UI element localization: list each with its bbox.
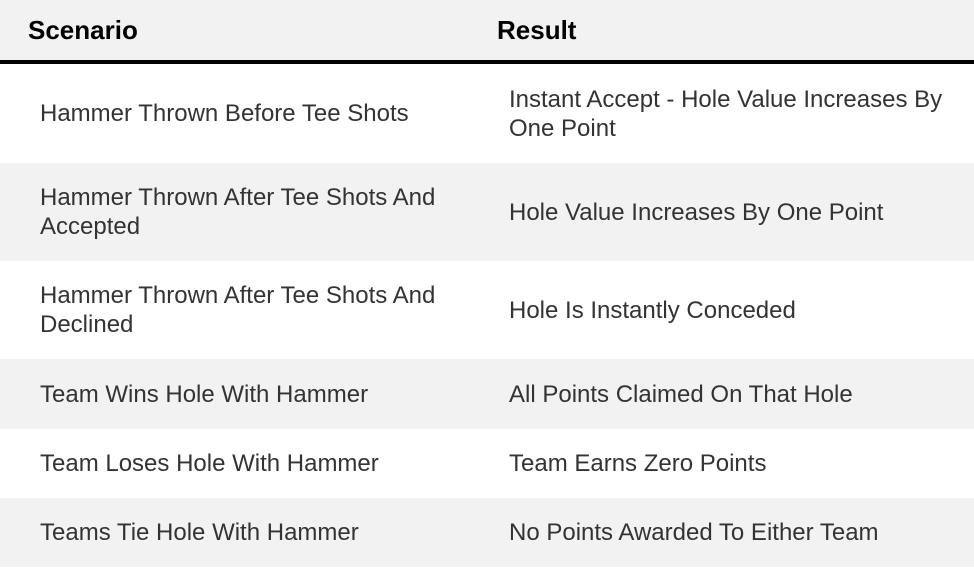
scenario-cell: Hammer Thrown Before Tee Shots <box>40 100 409 127</box>
result-cell: All Points Claimed On That Hole <box>509 380 853 408</box>
table-row: Hammer Thrown After Tee Shots And Declin… <box>0 261 974 359</box>
header-scenario: Scenario <box>28 15 138 45</box>
header-result: Result <box>497 15 577 45</box>
table-row: Team Wins Hole With Hammer All Points Cl… <box>0 359 974 429</box>
table-row: Teams Tie Hole With Hammer No Points Awa… <box>0 498 974 567</box>
result-cell: No Points Awarded To Either Team <box>509 519 879 546</box>
scenario-cell: Teams Tie Hole With Hammer <box>40 519 359 546</box>
table-row: Hammer Thrown Before Tee Shots Instant A… <box>0 64 974 163</box>
scenario-cell: Team Loses Hole With Hammer <box>40 450 379 477</box>
table-header: Scenario Result <box>0 0 974 64</box>
scenario-cell: Hammer Thrown After Tee Shots And Accept… <box>40 184 436 240</box>
scenario-cell: Team Wins Hole With Hammer <box>40 380 369 408</box>
result-cell: Instant Accept - Hole Value Increases By… <box>509 85 943 142</box>
table-row: Hammer Thrown After Tee Shots And Accept… <box>0 163 974 261</box>
result-cell: Hole Value Increases By One Point <box>509 198 884 226</box>
result-cell: Hole Is Instantly Conceded <box>509 296 796 324</box>
result-cell: Team Earns Zero Points <box>509 450 767 477</box>
table-row: Team Loses Hole With Hammer Team Earns Z… <box>0 429 974 498</box>
scenario-cell: Hammer Thrown After Tee Shots And Declin… <box>40 282 436 338</box>
